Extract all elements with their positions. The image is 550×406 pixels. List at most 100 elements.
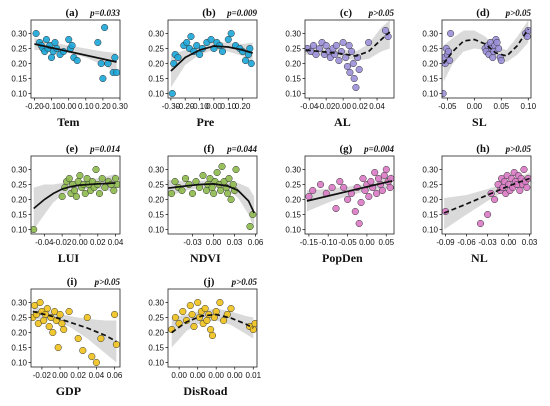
y-tick-label: 0.30 xyxy=(422,165,438,174)
confidence-band xyxy=(443,20,529,82)
p-value-label: p=0.044 xyxy=(226,144,257,154)
plot-frame xyxy=(30,19,121,99)
data-point xyxy=(208,183,216,192)
data-point xyxy=(112,340,120,349)
data-point xyxy=(227,195,235,204)
y-tick-label: 0.30 xyxy=(11,29,27,38)
x-tick-label: 0.04 xyxy=(108,238,124,247)
data-point xyxy=(217,186,225,195)
x-tick-label: 0.00 xyxy=(52,371,68,380)
fit-line xyxy=(168,183,255,214)
x-tick-label: 0.00 xyxy=(206,102,222,111)
data-point xyxy=(51,38,59,47)
x-tick-label: 0.05 xyxy=(378,238,394,247)
y-tick-label: 0.20 xyxy=(11,328,27,337)
data-point xyxy=(382,165,390,174)
x-tick-label: 0.04 xyxy=(89,371,105,380)
x-tick-label: -0.09 xyxy=(436,238,455,247)
data-point xyxy=(32,29,40,38)
x-tick-label: 0.01 xyxy=(246,371,262,380)
y-tick-label: 0.15 xyxy=(285,74,301,83)
x-axis-title: LUI xyxy=(58,251,80,265)
data-point xyxy=(322,41,330,50)
data-point xyxy=(203,316,211,325)
y-tick-label: 0.30 xyxy=(11,298,27,307)
y-tick-label: 0.25 xyxy=(422,180,438,189)
fit-line xyxy=(305,31,391,57)
data-point xyxy=(194,298,202,307)
x-tick-label: 0.00 xyxy=(72,238,88,247)
x-tick-label: 0.00 xyxy=(359,238,375,247)
data-point xyxy=(74,334,82,343)
data-point xyxy=(246,222,254,231)
y-tick-label: 0.15 xyxy=(148,210,164,219)
fit-line xyxy=(33,182,116,210)
data-point xyxy=(111,310,119,319)
x-tick-label: -0.10 xyxy=(319,238,338,247)
p-value-label: p=0.004 xyxy=(363,144,394,154)
data-point xyxy=(68,41,76,50)
x-tick-label: 0.00 xyxy=(227,371,243,380)
data-point xyxy=(309,186,317,195)
data-point xyxy=(65,174,73,183)
y-tick-label: 0.20 xyxy=(285,195,301,204)
data-point xyxy=(99,74,107,83)
y-tick-label: 0.25 xyxy=(285,44,301,53)
data-point xyxy=(339,38,347,47)
data-point xyxy=(346,68,354,77)
y-tick-label: 0.25 xyxy=(148,313,164,322)
data-point xyxy=(88,352,96,361)
panel-label: (c) xyxy=(340,7,353,19)
y-tick-label: 0.25 xyxy=(148,180,164,189)
data-point xyxy=(95,189,104,198)
x-tick-label: -0.06 xyxy=(457,238,476,247)
data-point xyxy=(227,29,235,38)
data-point xyxy=(249,210,257,219)
fit-line xyxy=(171,313,254,334)
x-tick-label: -0.04 xyxy=(35,238,54,247)
x-tick-label: 0.04 xyxy=(369,102,385,111)
x-tick-label: 0.00 xyxy=(501,238,517,247)
panel-e: 0.10 0.15 0.20 0.25 0.30 -0.04 -0.02 0.00 0.02 0.… xyxy=(11,143,123,265)
data-point xyxy=(495,44,503,53)
data-point xyxy=(484,210,492,219)
data-point xyxy=(343,62,351,71)
data-point xyxy=(174,53,182,62)
y-tick-label: 0.20 xyxy=(148,59,164,68)
data-point xyxy=(491,195,499,204)
x-tick-label: 0.06 xyxy=(248,238,264,247)
y-tick-label: 0.15 xyxy=(422,210,438,219)
data-point xyxy=(332,41,340,50)
data-point xyxy=(251,319,257,328)
panel-label: (f) xyxy=(203,143,214,155)
plot-frame xyxy=(30,288,121,368)
y-tick-label: 0.25 xyxy=(11,180,27,189)
data-point xyxy=(316,180,325,189)
panel-label: (e) xyxy=(66,143,79,155)
data-point xyxy=(34,319,42,328)
y-tick-label: 0.15 xyxy=(11,343,27,352)
fit-line xyxy=(170,45,253,72)
x-axis-title: NL xyxy=(471,251,488,265)
x-tick-label: -0.10 xyxy=(42,102,61,111)
y-tick-label: 0.25 xyxy=(285,180,301,189)
x-axis-title: NDVI xyxy=(190,251,221,265)
data-point xyxy=(345,41,353,50)
y-tick-label: 0.20 xyxy=(148,195,164,204)
y-tick-label: 0.20 xyxy=(11,195,27,204)
x-tick-label: 0.00 xyxy=(171,371,187,380)
data-point xyxy=(227,304,235,313)
x-tick-label: -0.04 xyxy=(300,102,319,111)
y-tick-label: 0.30 xyxy=(148,29,164,38)
data-point xyxy=(516,186,524,195)
x-tick-label: 0.10 xyxy=(521,102,537,111)
data-point xyxy=(188,310,196,319)
data-point xyxy=(355,219,363,228)
data-point xyxy=(213,168,221,177)
data-point xyxy=(207,325,215,334)
data-point xyxy=(336,177,344,186)
data-point xyxy=(371,168,379,177)
data-point xyxy=(225,174,233,183)
data-point xyxy=(186,301,194,310)
data-point xyxy=(79,346,87,355)
